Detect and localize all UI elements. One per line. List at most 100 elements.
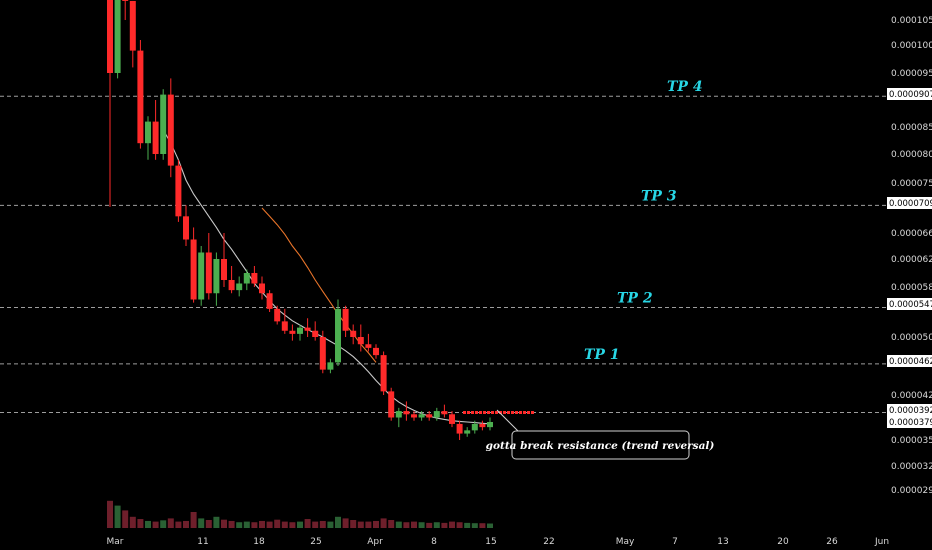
volume-bar xyxy=(388,520,395,528)
candle[interactable] xyxy=(236,276,243,297)
svg-text:0.00003790: 0.00003790 xyxy=(889,418,932,428)
volume-bar xyxy=(433,522,440,528)
candles xyxy=(107,0,493,440)
candle[interactable] xyxy=(213,252,220,306)
volume-bar xyxy=(297,521,303,528)
volume-bar xyxy=(183,520,189,528)
price-tick-label: 0.00007500 xyxy=(891,179,932,189)
time-tick-label: 26 xyxy=(826,537,838,547)
candle[interactable] xyxy=(456,420,463,440)
candle[interactable] xyxy=(297,324,303,341)
candle[interactable] xyxy=(183,205,189,246)
candle[interactable] xyxy=(350,324,357,345)
candle[interactable] xyxy=(373,344,379,359)
candle[interactable] xyxy=(190,227,197,303)
candle[interactable] xyxy=(251,266,258,287)
candle[interactable] xyxy=(289,324,296,341)
volume-bar xyxy=(107,500,113,528)
volume-bar xyxy=(236,522,243,528)
candle[interactable] xyxy=(471,420,478,434)
candle[interactable] xyxy=(122,0,129,20)
candle[interactable] xyxy=(403,401,410,421)
candle[interactable] xyxy=(198,246,205,306)
candle[interactable] xyxy=(145,116,151,160)
time-tick-label: 25 xyxy=(310,537,321,547)
volume-bar xyxy=(281,521,288,528)
candle[interactable] xyxy=(449,411,455,428)
candle[interactable] xyxy=(411,411,417,421)
volume-bar xyxy=(266,521,273,528)
candle[interactable] xyxy=(335,299,341,367)
candle[interactable] xyxy=(266,290,273,312)
volume-bar xyxy=(456,522,463,528)
candle[interactable] xyxy=(365,333,372,352)
volume-bar xyxy=(129,516,136,528)
price-tick-label: 0.00003200 xyxy=(891,462,932,472)
candle[interactable] xyxy=(281,308,288,334)
candle[interactable] xyxy=(160,89,167,160)
candle[interactable] xyxy=(228,266,235,294)
candle[interactable] xyxy=(274,305,281,325)
volume-bar xyxy=(198,518,205,528)
candle[interactable] xyxy=(388,387,395,421)
price-tick-label: 0.00009500 xyxy=(891,69,932,79)
volume-bar xyxy=(403,522,410,528)
candle[interactable] xyxy=(243,269,250,291)
candle[interactable] xyxy=(221,233,227,287)
volume-bar xyxy=(221,519,227,528)
candle[interactable] xyxy=(304,318,311,337)
candle[interactable] xyxy=(152,100,159,160)
volume-bar xyxy=(471,523,478,528)
volume-bar xyxy=(251,522,258,528)
candle[interactable] xyxy=(319,330,326,374)
candle[interactable] xyxy=(167,78,174,178)
moving-average-line xyxy=(261,207,377,363)
candle[interactable] xyxy=(259,276,265,300)
price-badge: 0.00005472 xyxy=(887,298,932,310)
candle[interactable] xyxy=(464,427,471,437)
price-badge: 0.00007098 xyxy=(887,197,932,209)
candle[interactable] xyxy=(327,358,334,374)
volume-bar xyxy=(259,520,265,528)
candle[interactable] xyxy=(205,233,212,300)
candle[interactable] xyxy=(426,411,433,421)
candle[interactable] xyxy=(342,305,349,337)
time-tick-label: 13 xyxy=(717,537,728,547)
price-tick-label: 0.00005800 xyxy=(891,283,932,293)
candle[interactable] xyxy=(175,159,182,222)
time-tick-label: Jun xyxy=(874,537,889,547)
volume-bar xyxy=(114,505,121,528)
volume-bar xyxy=(152,521,159,528)
candle[interactable] xyxy=(479,420,486,431)
volume-bar xyxy=(190,512,197,528)
volume-bar xyxy=(160,520,167,528)
time-tick-label: 18 xyxy=(253,537,265,547)
candle[interactable] xyxy=(107,0,113,207)
volume-bar xyxy=(122,510,129,528)
candle[interactable] xyxy=(357,324,364,352)
candle[interactable] xyxy=(395,407,402,428)
volume-bar xyxy=(487,523,493,528)
svg-text:0.00007098: 0.00007098 xyxy=(889,199,932,209)
candle[interactable] xyxy=(114,0,121,79)
candle[interactable] xyxy=(129,0,136,68)
volume-bar xyxy=(175,521,182,528)
time-axis[interactable]: Mar 11 18 25 Apr 8 15 22 May 7 13 20 26 Jun xyxy=(107,537,890,547)
candle[interactable] xyxy=(137,40,144,149)
candle[interactable] xyxy=(487,417,493,431)
candle[interactable] xyxy=(380,351,387,396)
volume-bar xyxy=(137,519,144,528)
annotation-box[interactable] xyxy=(511,430,690,460)
candle[interactable] xyxy=(312,321,319,341)
price-badge: 0.00003928 xyxy=(887,404,932,416)
candle[interactable] xyxy=(433,407,440,421)
price-badge: 0.00004629 xyxy=(887,355,932,367)
candle[interactable] xyxy=(418,411,425,421)
volume-bar xyxy=(145,520,151,528)
candle[interactable] xyxy=(441,404,448,418)
price-axis[interactable]: 0.00010500 0.00010000 0.00009500 0.00008500… xyxy=(887,16,932,496)
price-badge: 0.00009070 xyxy=(887,88,932,100)
volume-bar xyxy=(289,522,296,528)
annotation-text: gotta break resistance (trend reversal) xyxy=(486,440,715,452)
